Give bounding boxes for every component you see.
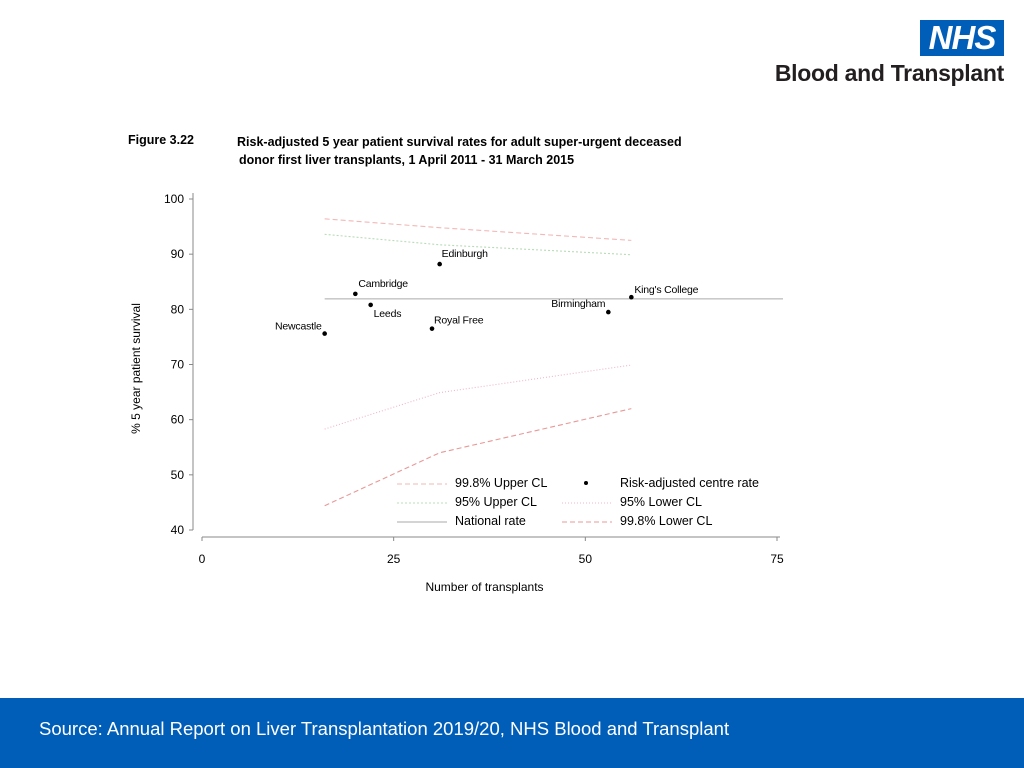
centre-point	[437, 261, 442, 267]
legend-label: 99.8% Lower CL	[620, 514, 712, 528]
nhs-logo-mark: NHS	[920, 20, 1004, 56]
centre-label: Birmingham	[551, 298, 605, 310]
centre-point	[629, 294, 634, 300]
nhsbt-logo: NHS Blood and Transplant	[768, 20, 1004, 90]
y-tick-label: 40	[171, 523, 185, 537]
centre-point	[322, 331, 327, 336]
y-tick-label: 90	[171, 247, 185, 261]
figure-title-line-1: Risk-adjusted 5 year patient survival ra…	[237, 135, 682, 149]
x-axis-title: Number of transplants	[425, 580, 543, 594]
x-tick-label: 25	[387, 552, 401, 566]
centre-label: Cambridge	[358, 278, 408, 290]
y-tick-label: 60	[171, 413, 185, 427]
y-axis-title: % 5 year patient survival	[129, 303, 143, 434]
legend-label: 95% Lower CL	[620, 495, 702, 509]
centre-point	[606, 309, 611, 315]
x-tick-label: 75	[770, 552, 784, 566]
control-limit-upper-998	[324, 218, 632, 241]
funnel-plot: 40 50 60 70 80 90 100 0 25 50 75 Number of transpla…	[129, 192, 784, 594]
y-tick-label: 80	[171, 302, 185, 316]
nhs-logo-text: Blood and Transplant	[774, 60, 1004, 86]
x-tick-label: 0	[199, 552, 206, 566]
centre-label: King's College	[634, 284, 698, 296]
legend-label: 99.8% Upper CL	[455, 476, 547, 490]
control-limit-lower-998	[324, 408, 632, 507]
footer-banner: Source: Annual Report on Liver Transplan…	[0, 698, 1024, 768]
centre-point	[353, 291, 358, 297]
y-tick-label: 50	[171, 468, 185, 482]
centre-point	[368, 302, 373, 308]
legend-label: Risk-adjusted centre rate	[620, 476, 759, 490]
centre-label: Leeds	[374, 308, 402, 320]
control-limit-lower-95	[324, 364, 632, 430]
legend-label: 95% Upper CL	[455, 495, 537, 509]
legend-marker-point	[584, 481, 588, 485]
source-citation: Source: Annual Report on Liver Transplan…	[39, 718, 730, 739]
figure-label: Figure 3.22	[128, 133, 194, 147]
y-tick-label: 70	[171, 358, 185, 372]
x-tick-label: 50	[579, 552, 593, 566]
centre-label: Edinburgh	[442, 248, 488, 260]
centre-point	[429, 326, 435, 331]
figure-title: Risk-adjusted 5 year patient survival ra…	[237, 133, 777, 169]
centre-label: Royal Free	[434, 315, 484, 327]
legend-label: National rate	[455, 514, 526, 528]
figure-title-line-2: donor first liver transplants, 1 April 2…	[239, 153, 575, 167]
centre-label: Newcastle	[275, 321, 322, 333]
y-tick-label: 100	[164, 192, 184, 206]
